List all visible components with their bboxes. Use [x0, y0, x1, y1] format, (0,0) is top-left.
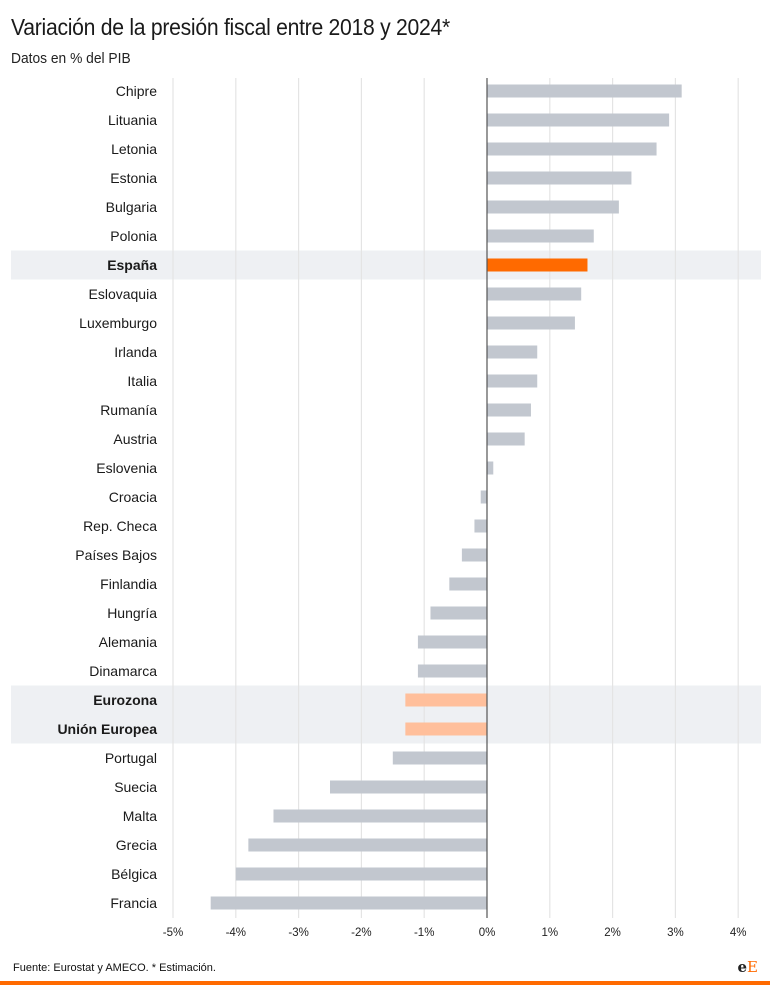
chart-subtitle: Datos en % del PIB	[11, 50, 131, 67]
category-label: Países Bajos	[75, 547, 157, 563]
category-label: Dinamarca	[89, 663, 157, 679]
bar	[487, 287, 582, 301]
category-label: Rep. Checa	[83, 518, 157, 534]
bar	[487, 316, 575, 330]
category-label: Croacia	[109, 489, 157, 505]
bar	[330, 780, 487, 794]
bar	[487, 142, 657, 156]
bottom-accent-bar	[0, 981, 770, 985]
category-label: Hungría	[107, 605, 157, 621]
bar	[392, 751, 487, 765]
category-label: Malta	[123, 808, 157, 824]
x-tick-label: 4%	[730, 927, 747, 939]
category-label: Francia	[110, 895, 157, 911]
x-tick-label: -1%	[414, 927, 434, 939]
highlight-band	[11, 250, 761, 280]
category-label: Bélgica	[111, 866, 157, 882]
publisher-logo: eE	[737, 958, 759, 976]
category-label: Estonia	[110, 170, 157, 186]
x-tick-label: 1%	[541, 927, 558, 939]
bar	[487, 258, 588, 272]
bar	[474, 519, 487, 533]
category-label: Letonia	[111, 141, 157, 157]
highlight-bands	[11, 250, 761, 744]
x-tick-label: 2%	[604, 927, 621, 939]
bar	[430, 606, 487, 620]
category-label: Luxemburgo	[79, 315, 157, 331]
category-label: Irlanda	[114, 344, 157, 360]
bar	[487, 171, 632, 185]
category-label: Italia	[127, 373, 157, 389]
x-tick-label: -5%	[163, 927, 183, 939]
highlight-band	[11, 714, 761, 744]
category-label: Alemania	[99, 634, 158, 650]
bar	[487, 200, 619, 214]
bars	[210, 84, 682, 910]
bar	[449, 577, 487, 591]
bar	[273, 809, 487, 823]
bar	[487, 403, 531, 417]
bar	[405, 693, 487, 707]
x-tick-label: -3%	[288, 927, 308, 939]
bar	[487, 229, 594, 243]
chart-title: Variación de la presión fiscal entre 201…	[11, 14, 450, 40]
bar	[405, 722, 487, 736]
category-label: Grecia	[116, 837, 157, 853]
source-note: Fuente: Eurostat y AMECO. * Estimación.	[13, 962, 216, 974]
category-label: Lituania	[108, 112, 157, 128]
category-label: Rumanía	[100, 402, 157, 418]
category-label: Suecia	[114, 779, 157, 795]
category-label: Chipre	[116, 83, 157, 99]
bar	[210, 896, 487, 910]
category-label: Eslovenia	[96, 460, 157, 476]
category-labels: Chipre Lituania Letonia Estonia Bulgaria Polo…	[57, 83, 157, 911]
bar	[487, 461, 494, 475]
bar	[487, 113, 670, 127]
bar-chart: Chipre Lituania Letonia Estonia Bulgaria Polo…	[11, 78, 761, 939]
highlight-band	[11, 685, 761, 715]
bar	[235, 867, 487, 881]
category-label: Bulgaria	[106, 199, 158, 215]
category-label: Finlandia	[100, 576, 157, 592]
category-label: Unión Europea	[57, 721, 157, 737]
category-label: Portugal	[105, 750, 157, 766]
x-tick-label: -4%	[226, 927, 246, 939]
x-tick-label: 3%	[667, 927, 684, 939]
bar	[487, 84, 682, 98]
category-label: Austria	[113, 431, 157, 447]
bar	[461, 548, 487, 562]
x-tick-label: -2%	[351, 927, 371, 939]
gridlines	[172, 78, 739, 918]
x-axis-ticks: -5% -4% -3% -2% -1% 0% 1% 2% 3% 4%	[163, 927, 747, 939]
category-label: Eslovaquia	[89, 286, 158, 302]
category-label: España	[107, 257, 157, 273]
bar	[248, 838, 487, 852]
bar	[487, 345, 538, 359]
category-label: Polonia	[110, 228, 157, 244]
x-tick-label: 0%	[479, 927, 496, 939]
bar	[487, 432, 525, 446]
category-label: Eurozona	[93, 692, 157, 708]
bar	[487, 374, 538, 388]
bar	[417, 664, 487, 678]
bar	[480, 490, 487, 504]
bar	[417, 635, 487, 649]
